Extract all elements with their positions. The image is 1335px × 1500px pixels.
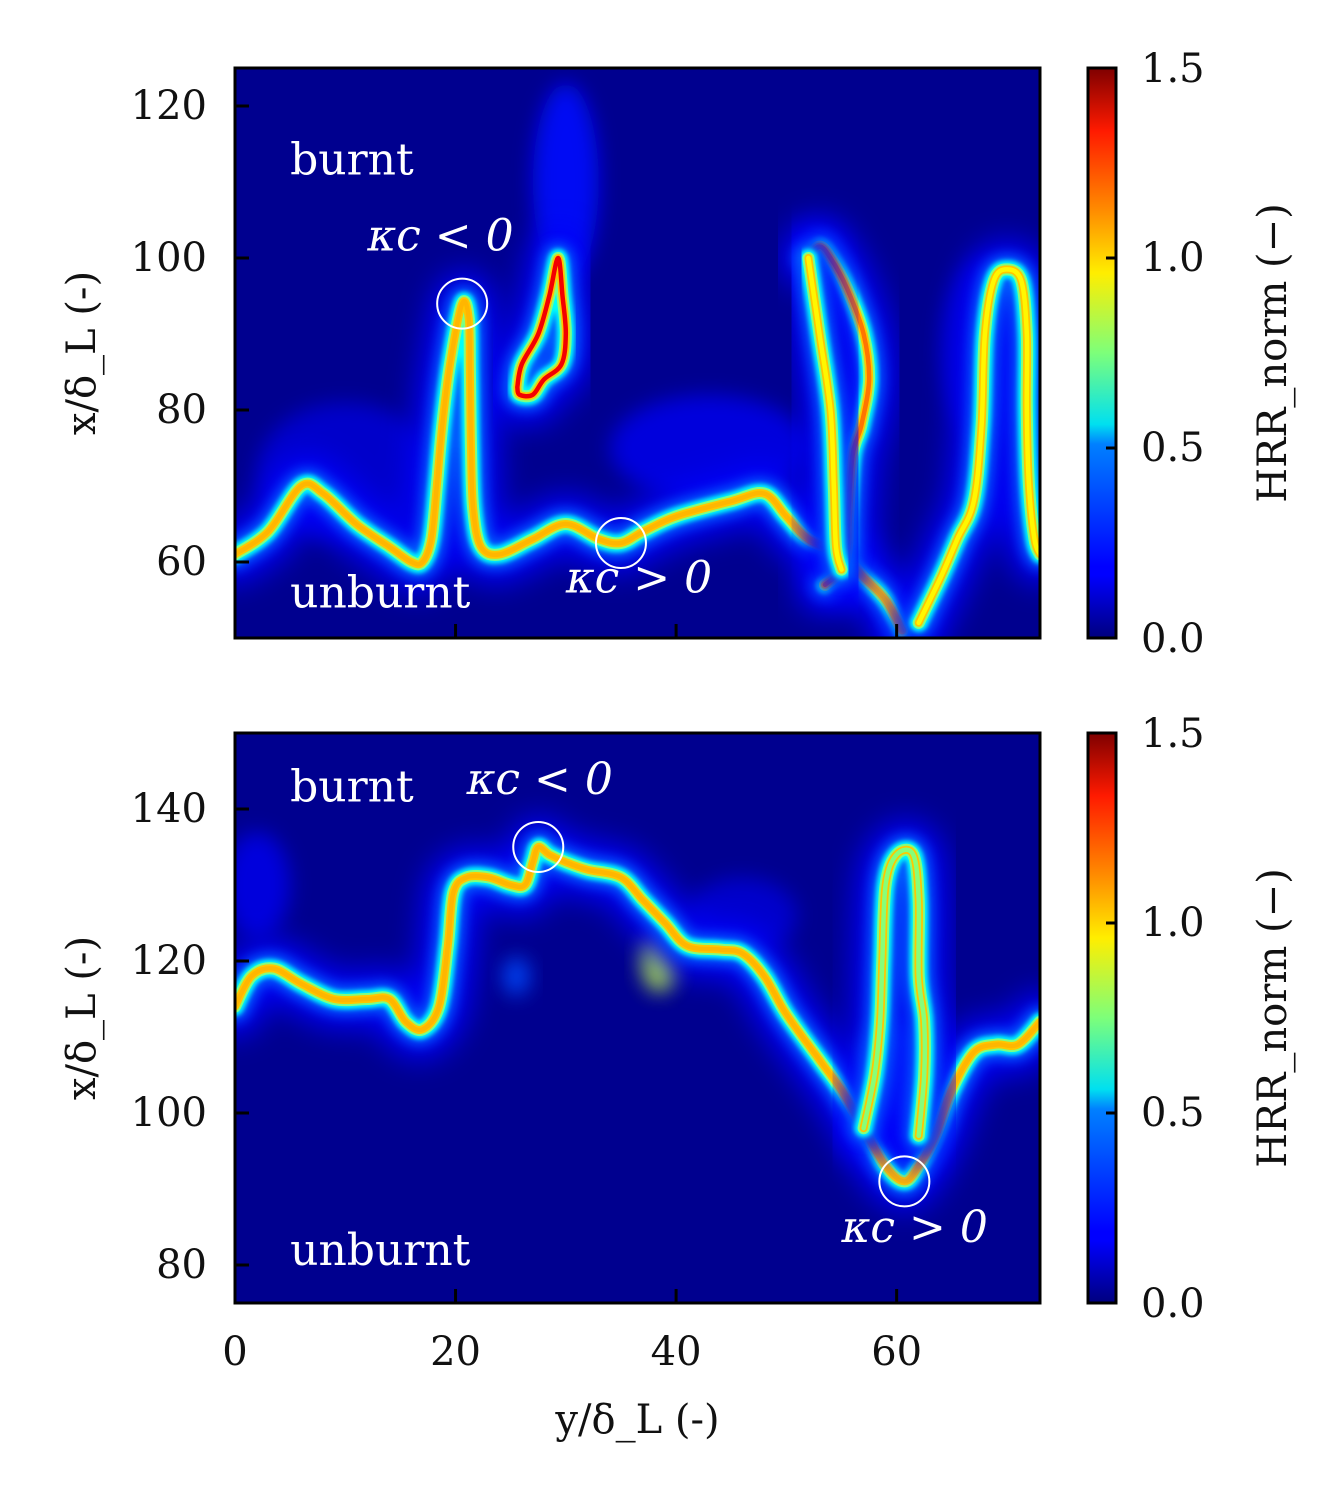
region-label-burnt: burnt <box>290 134 414 185</box>
bottom-ytick-label-140: 140 <box>131 786 207 832</box>
region-label-unburnt: unburnt <box>290 1225 471 1276</box>
top-ytick-label-120: 120 <box>131 83 207 129</box>
bottom-panel: burnt unburnt κc < 0 κc > 0 80 100 120 140 0 20 40… <box>59 711 1296 1443</box>
top-axes-frame <box>233 66 1042 640</box>
bottom-xtick-label-60: 60 <box>871 1329 922 1375</box>
top-colorbar-tick-label-1.0: 1.0 <box>1141 235 1205 281</box>
top-flame-front-0 <box>235 271 933 638</box>
top-curvature-label-1: κc > 0 <box>565 552 712 603</box>
bottom-flame-front-0 <box>235 817 1040 1212</box>
bottom-colorbar: 0.0 0.5 1.0 1.5 HRR_norm (−) <box>1086 711 1296 1327</box>
region-label-burnt: burnt <box>290 761 414 812</box>
bottom-colorbar-tick-label-1.5: 1.5 <box>1141 711 1205 757</box>
bottom-colorbar-tick-label-0.5: 0.5 <box>1141 1090 1205 1136</box>
top-curvature-marker-0 <box>436 277 489 330</box>
top-heatmap-field <box>235 83 1040 638</box>
region-label-unburnt: unburnt <box>290 568 471 619</box>
bottom-glow-2 <box>502 957 530 996</box>
top-colorbar-tick-label-0.5: 0.5 <box>1141 425 1205 471</box>
top-colorbar-frame <box>1086 66 1118 640</box>
top-colorbar-tick-label-0.0: 0.0 <box>1141 616 1205 662</box>
bottom-glow-3 <box>235 831 291 939</box>
bottom-ytick-label-80: 80 <box>156 1242 207 1288</box>
top-ytick-label-60: 60 <box>156 539 207 585</box>
top-ytick-label-80: 80 <box>156 387 207 433</box>
bottom-xtick-label-0: 0 <box>222 1329 247 1375</box>
bottom-ytick-label-120: 120 <box>131 938 207 984</box>
top-curvature-label-0: κc < 0 <box>366 210 513 261</box>
top-colorbar: 0.0 0.5 1.0 1.5 HRR_norm (−) <box>1086 46 1296 662</box>
top-flame-front-1 <box>487 228 596 427</box>
bottom-curvature-marker-0 <box>512 821 565 873</box>
bottom-curvature-label-1: κc > 0 <box>841 1202 988 1253</box>
bottom-colorbar-tick-label-0.0: 0.0 <box>1141 1281 1205 1327</box>
bottom-curvature-marker-1 <box>878 1155 931 1208</box>
top-flame-front-3 <box>778 228 872 600</box>
bottom-colorbar-gradient <box>1088 733 1116 1303</box>
bottom-xtick-label-40: 40 <box>651 1329 702 1375</box>
bottom-axes-frame <box>233 731 1042 1305</box>
bottom-colorbar-frame <box>1086 731 1118 1305</box>
bottom-flame-front-1 <box>833 819 955 1166</box>
top-colorbar-tick-label-1.5: 1.5 <box>1141 46 1205 92</box>
bottom-y-axis-title: x/δ_L (-) <box>59 936 105 1100</box>
bottom-heatmap-field <box>235 817 1040 1212</box>
top-curvature-marker-1 <box>594 517 647 569</box>
top-colorbar-label: HRR_norm (−) <box>1250 203 1296 502</box>
bottom-colorbar-tick-label-1.0: 1.0 <box>1141 900 1205 946</box>
bottom-colorbar-label: HRR_norm (−) <box>1250 868 1296 1167</box>
top-colorbar-gradient <box>1088 68 1116 638</box>
bottom-xtick-label-20: 20 <box>430 1329 481 1375</box>
x-axis-title: y/δ_L (-) <box>554 1397 719 1443</box>
bottom-curvature-label-0: κc < 0 <box>466 754 613 805</box>
top-panel: burnt unburnt κc < 0 κc > 0 60 80 100 120 x/δ_L … <box>59 46 1296 662</box>
top-y-axis-title: x/δ_L (-) <box>59 271 105 435</box>
bottom-ytick-label-100: 100 <box>131 1090 207 1136</box>
top-ytick-label-100: 100 <box>131 235 207 281</box>
top-flame-front-4 <box>888 239 1040 638</box>
